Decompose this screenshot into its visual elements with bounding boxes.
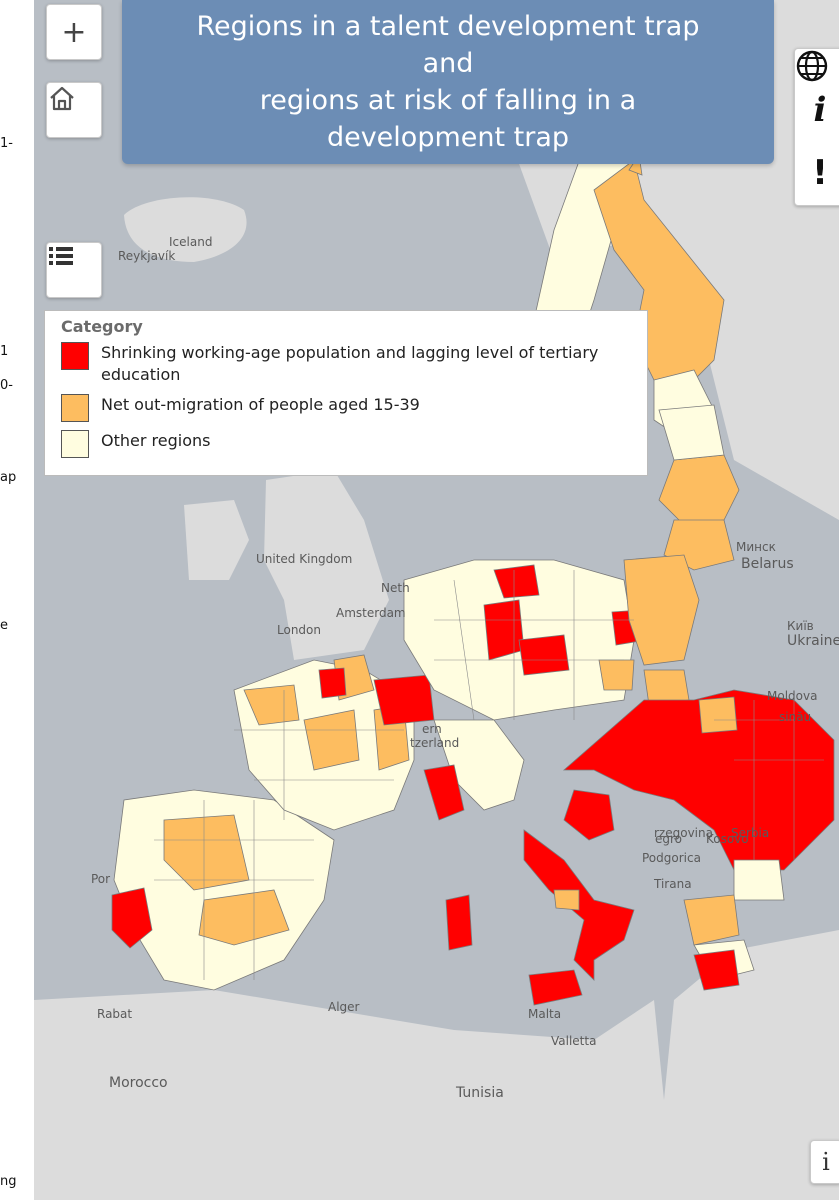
label-netherlands: Neth: [381, 581, 410, 595]
home-button[interactable]: [46, 82, 102, 138]
margin-text-fragment: 1: [0, 344, 9, 359]
region-red: [373, 674, 435, 726]
background-land: [34, 0, 839, 1200]
map-viewport[interactable]: Iceland Reykjavík United Kingdom London: [34, 0, 839, 1200]
region-borders: [154, 570, 824, 980]
legend-swatch-cream: [61, 430, 89, 458]
label-bern: ern: [422, 722, 442, 736]
label-reykjavik: Reykjavík: [118, 249, 175, 263]
legend-item-label: Shrinking working-age population and lag…: [101, 343, 599, 384]
info-icon: i: [822, 1148, 830, 1176]
label-herzegovina: rzegovina: [654, 826, 713, 840]
region-red: [445, 894, 473, 951]
label-portugal: Por: [91, 872, 110, 886]
region-orange: [658, 454, 740, 526]
label-tirana: Tirana: [653, 877, 692, 891]
region-red: [528, 969, 583, 1006]
map-title: Regions in a talent development trap and…: [196, 11, 700, 153]
map-canvas[interactable]: Iceland Reykjavík United Kingdom London: [34, 0, 839, 1200]
region-red: [693, 949, 740, 991]
label-united-kingdom: United Kingdom: [256, 552, 352, 566]
label-serbia: Serbia: [731, 826, 769, 840]
region-orange: [243, 684, 300, 726]
region-orange: [623, 554, 700, 666]
zoom-in-button[interactable]: +: [46, 4, 102, 60]
legend-toggle-button[interactable]: [46, 242, 102, 298]
margin-text-fragment: 0-: [0, 378, 13, 393]
margin-text-fragment: ap: [0, 470, 17, 485]
legend-title: Category: [61, 317, 143, 336]
label-rabat: Rabat: [97, 1007, 132, 1021]
region-cream: [733, 859, 785, 901]
region-orange: [683, 894, 740, 946]
legend-item: Shrinking working-age population and lag…: [61, 342, 631, 386]
legend-item-label: Net out-migration of people aged 15-39: [101, 395, 420, 414]
home-icon: [50, 86, 74, 111]
legend-item: Net out-migration of people aged 15-39: [61, 394, 631, 422]
region-red: [111, 887, 153, 949]
legend-swatch-red: [61, 342, 89, 370]
map-title-banner: Regions in a talent development trap and…: [122, 0, 774, 164]
region-red: [483, 599, 525, 661]
label-malta: Malta: [528, 1007, 561, 1021]
label-kosovo: Kosovo: [706, 832, 749, 846]
label-amsterdam: Amsterdam: [336, 606, 406, 620]
legend-swatch-orange: [61, 394, 89, 422]
region-orange: [198, 889, 290, 946]
label-moldova: Moldova: [767, 689, 817, 703]
margin-text-fragment: e: [0, 618, 8, 633]
list-icon: [49, 247, 73, 265]
region-orange: [553, 889, 580, 911]
label-switzerland: tzerland: [410, 736, 459, 750]
label-chisinau: sinău: [779, 710, 811, 724]
region-orange: [698, 696, 738, 734]
label-london: London: [277, 623, 321, 637]
attribution-button[interactable]: i: [810, 1140, 839, 1184]
label-ukraine: Ukraine: [787, 633, 839, 649]
region-orange: [163, 814, 250, 891]
label-minsk: Минск: [736, 540, 776, 554]
region-red: [518, 634, 570, 676]
region-red: [493, 564, 540, 599]
region-cream: [658, 404, 725, 461]
label-montenegro: egro: [655, 832, 682, 846]
label-morocco: Morocco: [109, 1075, 168, 1091]
label-alger: Alger: [328, 1000, 360, 1014]
label-valletta: Valletta: [551, 1034, 596, 1048]
label-belarus: Belarus: [741, 556, 794, 572]
legend-item-label: Other regions: [101, 431, 211, 450]
region-orange: [593, 159, 725, 391]
info-icon[interactable]: i: [813, 89, 827, 130]
right-tools-panel: i !: [794, 48, 839, 206]
region-red: [563, 789, 615, 841]
margin-text-fragment: ng: [0, 1174, 17, 1189]
region-red: [423, 764, 465, 821]
label-podgorica: Podgorica: [642, 851, 701, 865]
region-red: [318, 667, 347, 699]
alert-icon[interactable]: !: [812, 153, 828, 194]
label-tunisia: Tunisia: [455, 1085, 504, 1101]
region-orange: [598, 659, 635, 691]
legend-item: Other regions: [61, 430, 631, 458]
region-orange: [303, 709, 360, 771]
label-kyiv: Київ: [787, 619, 814, 633]
map-legend: Category Shrinking working-age populatio…: [44, 310, 648, 476]
plus-icon: +: [61, 14, 87, 50]
label-iceland: Iceland: [169, 235, 212, 249]
page-margin: 1- 1 0- ap e ng: [0, 0, 34, 1200]
margin-text-fragment: 1-: [0, 136, 13, 151]
